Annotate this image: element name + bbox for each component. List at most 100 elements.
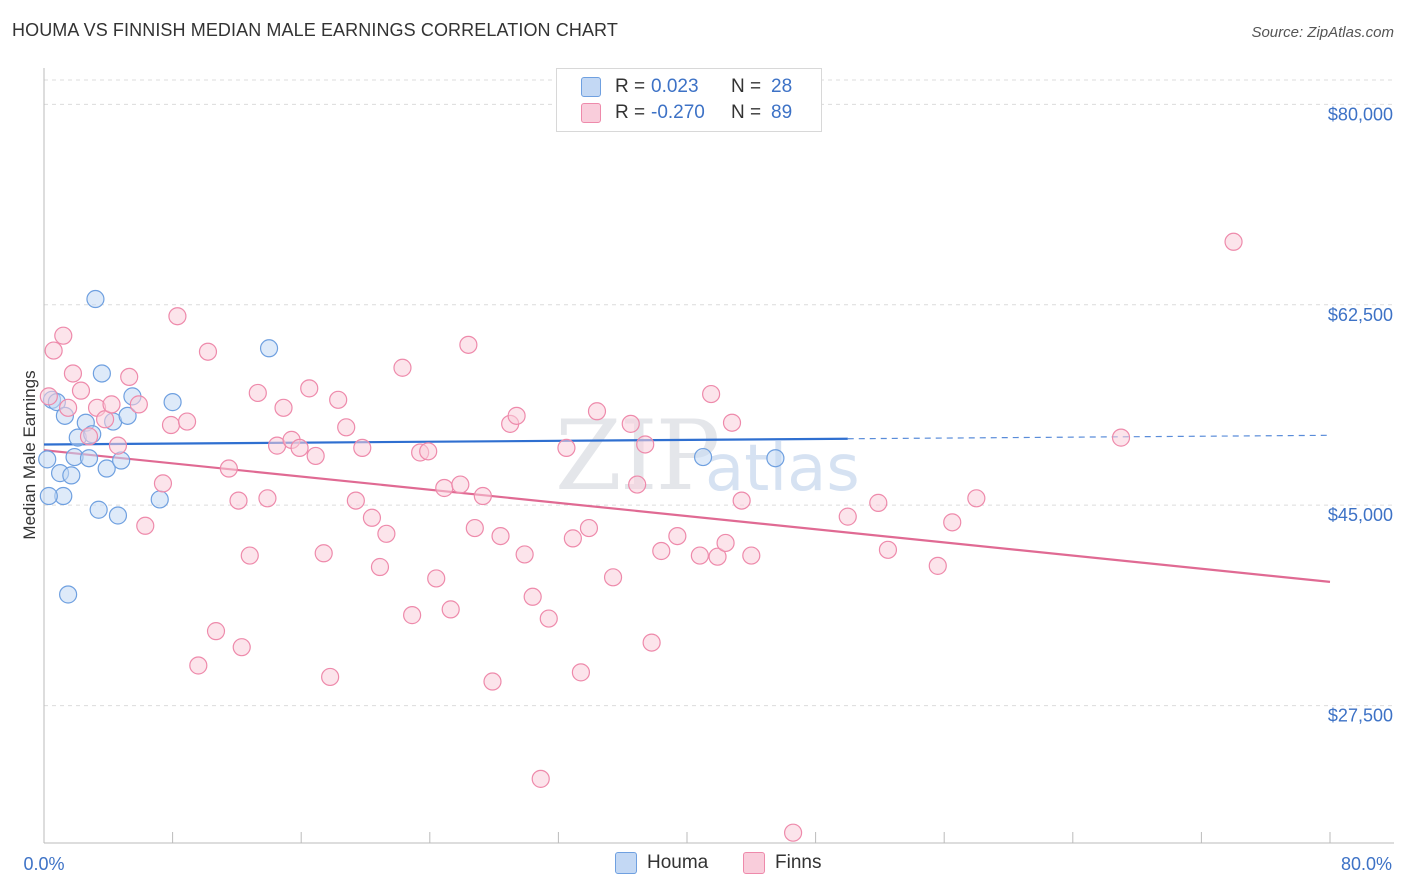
finns-point (435, 478, 454, 498)
finns-legend-label: Finns (775, 852, 822, 873)
finns-point (690, 546, 709, 565)
finns-point (459, 335, 478, 354)
finns-point (708, 547, 727, 566)
y-tick-label: $80,000 (1328, 104, 1393, 124)
finns-point (878, 540, 898, 559)
finns-point (515, 545, 534, 564)
houma-point (112, 451, 131, 470)
series-legend: Houma Finns (0, 852, 1406, 878)
finns-point (928, 556, 947, 575)
y-tick-label: $45,000 (1328, 505, 1393, 525)
finns-point (353, 438, 372, 458)
houma-point (766, 449, 785, 468)
data-points (38, 232, 1243, 842)
finns-point (702, 384, 721, 404)
finns-point (136, 516, 155, 535)
finns-point (716, 533, 735, 553)
legend-item-houma: Houma (615, 852, 708, 874)
finns-r-value: -0.270 (651, 102, 705, 123)
finns-point (240, 546, 259, 565)
finns-point (1111, 428, 1131, 447)
finns-point (346, 491, 365, 510)
finns-point (71, 381, 91, 400)
finns-point (168, 307, 187, 326)
finns-point (120, 367, 139, 387)
finns-point (557, 438, 576, 458)
finns-point (161, 415, 181, 435)
y-axis-title: Median Male Earnings (20, 370, 39, 539)
finns-point (563, 529, 582, 548)
legend-row-houma: R = 0.023 N = 28 (581, 75, 792, 99)
houma-point (92, 364, 111, 383)
finns-point (473, 486, 492, 506)
finns-point (177, 412, 197, 431)
finns-point (603, 568, 623, 587)
finns-point (337, 418, 356, 437)
finns-point (621, 414, 640, 433)
finns-point (587, 402, 607, 421)
houma-n-label: N = (731, 76, 762, 97)
finns-point (54, 326, 73, 345)
finns-point (742, 546, 761, 565)
finns-point (539, 609, 558, 628)
finns-point (465, 518, 484, 538)
finns-point (642, 633, 661, 652)
finns-point (393, 358, 412, 377)
finns-point (129, 395, 148, 414)
finns-point (189, 656, 208, 675)
houma-point (163, 393, 182, 412)
y-tick-label: $62,500 (1328, 305, 1393, 325)
finns-point (1224, 232, 1243, 251)
finns-point (507, 406, 526, 425)
finns-point (39, 387, 58, 406)
y-tick-label: $27,500 (1328, 706, 1393, 726)
houma-r-value: 0.023 (651, 76, 699, 97)
houma-legend-swatch (615, 852, 637, 874)
houma-point (118, 406, 137, 425)
houma-point (86, 289, 105, 309)
finns-point (628, 475, 647, 494)
finns-point (943, 513, 962, 532)
houma-point (693, 447, 713, 467)
finns-point (668, 526, 687, 546)
finns-point (79, 427, 99, 446)
axis-labels: $27,500 $45,000 $62,500 $80,000 0.0% 80.0% Med… (20, 104, 1393, 874)
houma-point (59, 585, 78, 604)
watermark-atlas: atlas (705, 432, 860, 506)
finns-point (232, 638, 251, 657)
finns-point (290, 438, 309, 458)
axes (43, 68, 1394, 844)
finns-trend-line (43, 449, 1331, 583)
finns-point (258, 489, 277, 508)
finns-n-value: 89 (771, 102, 793, 123)
x-tick-label-start: 0.0% (23, 854, 64, 874)
houma-legend-label: Houma (647, 852, 709, 873)
finns-point (314, 544, 333, 563)
finns-point (59, 398, 78, 417)
finns-point (403, 606, 422, 625)
finns-n-label: N = (731, 102, 762, 123)
finns-point (219, 459, 238, 478)
houma-point (38, 450, 57, 469)
finns-swatch (581, 103, 601, 123)
legend-row-finns: R = -0.270 N = 89 (581, 101, 792, 125)
legend-item-finns: Finns (743, 852, 821, 874)
source-label: Source: ZipAtlas.com (1251, 24, 1394, 41)
finns-point (523, 587, 542, 606)
finns-point (44, 341, 63, 360)
finns-point (636, 435, 655, 454)
finns-point (427, 569, 446, 588)
finns-point (321, 667, 340, 687)
finns-point (652, 541, 671, 561)
finns-point (419, 442, 438, 461)
houma-r-label: R = (615, 76, 646, 97)
finns-point (102, 395, 121, 414)
finns-point (370, 557, 390, 577)
houma-trend-line (43, 437, 848, 446)
houma-point (259, 339, 279, 358)
finns-point (329, 390, 348, 409)
houma-point (108, 506, 128, 525)
finns-point (838, 507, 857, 526)
houma-n-value: 28 (771, 76, 793, 97)
trend-lines (43, 434, 1331, 583)
